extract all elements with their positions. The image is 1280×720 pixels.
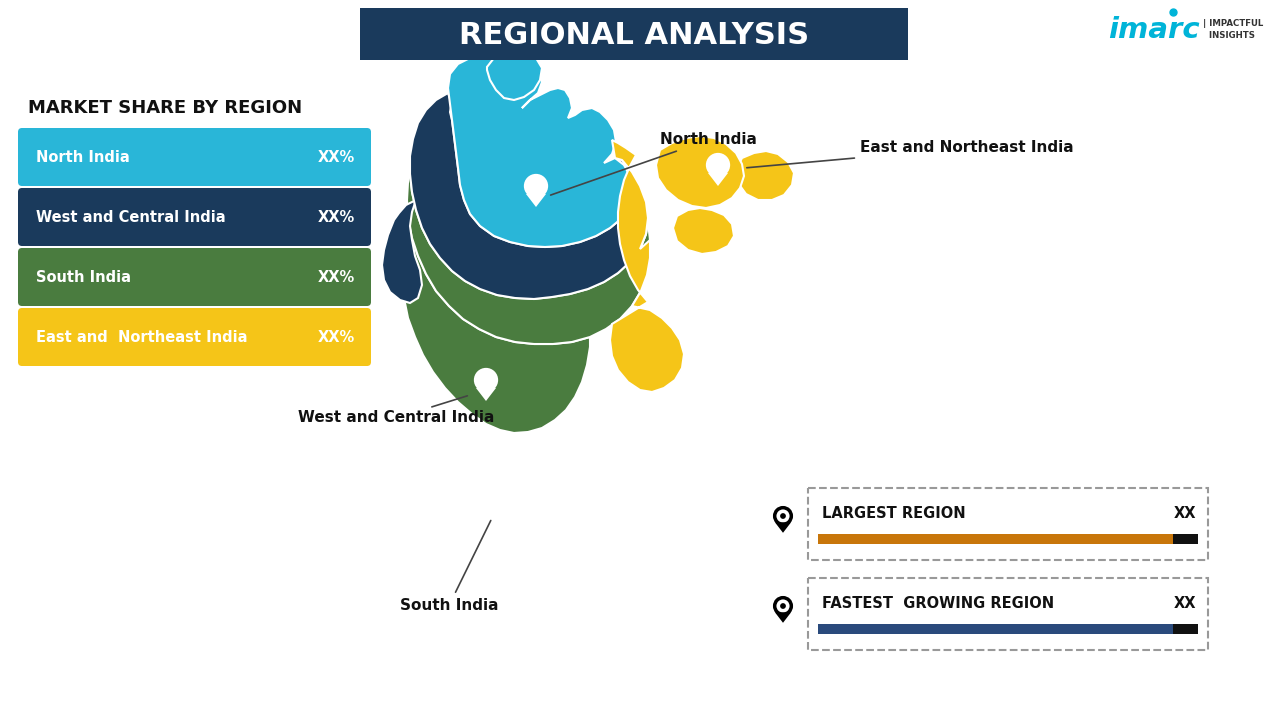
Text: West and Central India: West and Central India <box>298 396 494 426</box>
FancyBboxPatch shape <box>360 8 908 60</box>
Circle shape <box>532 182 540 189</box>
Polygon shape <box>488 508 508 521</box>
FancyBboxPatch shape <box>18 308 371 366</box>
Text: West and Central India: West and Central India <box>36 210 225 225</box>
Text: XX%: XX% <box>317 210 355 225</box>
FancyBboxPatch shape <box>1172 534 1198 544</box>
Polygon shape <box>657 136 744 208</box>
Text: imarc: imarc <box>1108 16 1201 44</box>
Text: XX: XX <box>1174 596 1196 611</box>
Polygon shape <box>708 173 728 186</box>
Circle shape <box>780 603 786 609</box>
Circle shape <box>488 490 508 510</box>
Text: LARGEST REGION: LARGEST REGION <box>822 506 965 521</box>
FancyBboxPatch shape <box>18 128 371 186</box>
FancyBboxPatch shape <box>808 578 1208 650</box>
Polygon shape <box>673 208 733 254</box>
Circle shape <box>714 161 722 168</box>
Text: REGIONAL ANALYSIS: REGIONAL ANALYSIS <box>460 22 809 50</box>
Circle shape <box>774 508 791 524</box>
Text: North India: North India <box>36 150 129 164</box>
Polygon shape <box>407 172 650 344</box>
Circle shape <box>780 513 786 519</box>
Text: XX: XX <box>1174 506 1196 521</box>
Text: South India: South India <box>36 269 131 284</box>
Circle shape <box>526 176 547 197</box>
FancyBboxPatch shape <box>808 488 1208 560</box>
Text: South India: South India <box>399 521 498 613</box>
Polygon shape <box>774 523 791 533</box>
Circle shape <box>476 369 497 390</box>
Text: FASTEST  GROWING REGION: FASTEST GROWING REGION <box>822 596 1055 611</box>
Polygon shape <box>476 388 497 401</box>
Polygon shape <box>381 200 422 303</box>
Polygon shape <box>410 93 648 299</box>
Polygon shape <box>402 219 650 433</box>
Text: MARKET SHARE BY REGION: MARKET SHARE BY REGION <box>28 99 302 117</box>
Polygon shape <box>774 613 791 623</box>
FancyBboxPatch shape <box>18 248 371 306</box>
Text: East and Northeast India: East and Northeast India <box>746 140 1074 168</box>
Circle shape <box>708 155 728 176</box>
Text: North India: North India <box>550 132 756 195</box>
Polygon shape <box>526 194 547 207</box>
Polygon shape <box>736 151 794 200</box>
Text: XX%: XX% <box>317 269 355 284</box>
Text: XX%: XX% <box>317 330 355 344</box>
Text: | IMPACTFUL: | IMPACTFUL <box>1203 19 1263 27</box>
FancyBboxPatch shape <box>18 188 371 246</box>
Circle shape <box>483 377 490 384</box>
Circle shape <box>774 598 791 614</box>
Polygon shape <box>611 140 684 392</box>
Polygon shape <box>486 49 541 100</box>
FancyBboxPatch shape <box>818 534 1198 544</box>
Text: INSIGHTS: INSIGHTS <box>1203 30 1254 40</box>
FancyBboxPatch shape <box>818 624 1198 634</box>
Text: East and  Northeast India: East and Northeast India <box>36 330 247 344</box>
Text: XX%: XX% <box>317 150 355 164</box>
Circle shape <box>494 496 502 503</box>
Polygon shape <box>448 55 634 247</box>
FancyBboxPatch shape <box>1172 624 1198 634</box>
